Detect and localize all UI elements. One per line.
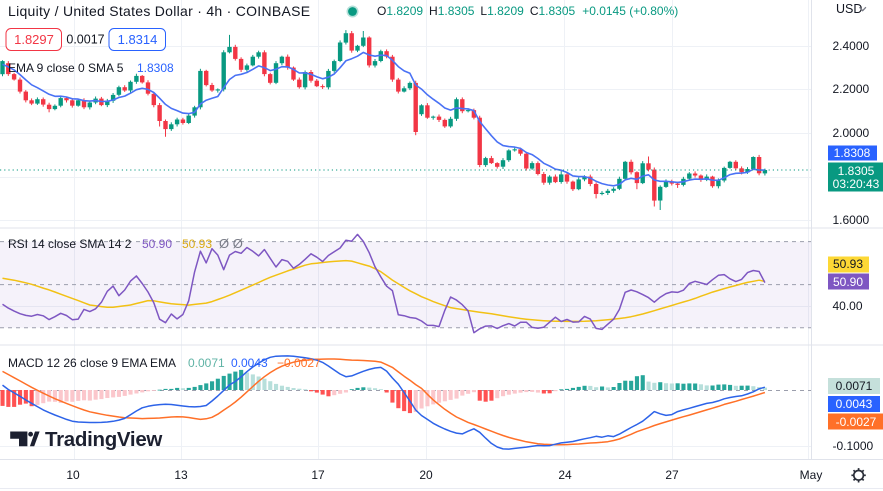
svg-text:24: 24	[558, 468, 572, 482]
svg-text:0.0043: 0.0043	[231, 356, 268, 370]
svg-text:1.8305: 1.8305	[838, 164, 875, 178]
svg-text:Ø Ø: Ø Ø	[219, 236, 243, 251]
svg-text:50.93: 50.93	[833, 257, 863, 271]
svg-text:MACD 12 26 close 9 EMA EMA: MACD 12 26 close 9 EMA EMA	[8, 356, 176, 370]
svg-text:USD: USD	[836, 2, 862, 16]
svg-text:1.6000: 1.6000	[833, 213, 870, 227]
svg-text:0.0071: 0.0071	[836, 379, 873, 393]
svg-text:17: 17	[311, 468, 325, 482]
svg-text:2.2000: 2.2000	[833, 82, 870, 96]
svg-text:2.0000: 2.0000	[833, 126, 870, 140]
svg-text:10: 10	[66, 468, 80, 482]
svg-text:−0.0027: −0.0027	[277, 356, 321, 370]
svg-text:20: 20	[419, 468, 433, 482]
svg-text:EMA 9 close 0 SMA 5: EMA 9 close 0 SMA 5	[8, 61, 124, 75]
svg-text:50.90: 50.90	[142, 237, 172, 251]
svg-text:Liquity / United States Dollar: Liquity / United States Dollar · 4h · CO…	[8, 3, 310, 19]
svg-text:1.8314: 1.8314	[118, 32, 158, 47]
svg-text:50.90: 50.90	[833, 275, 863, 289]
svg-text:-0.0027: -0.0027	[836, 415, 877, 429]
svg-text:0.0043: 0.0043	[836, 397, 873, 411]
svg-text:1.8297: 1.8297	[14, 32, 54, 47]
svg-text:May: May	[800, 468, 823, 482]
svg-text:-0.1000: -0.1000	[833, 439, 874, 453]
svg-text:2.4000: 2.4000	[833, 39, 870, 53]
svg-text:0.0071: 0.0071	[188, 356, 225, 370]
svg-text:RSI 14 close SMA 14 2: RSI 14 close SMA 14 2	[8, 237, 132, 251]
svg-text:40.00: 40.00	[833, 299, 863, 313]
svg-text:TradingView: TradingView	[45, 428, 162, 451]
svg-text:1.8308: 1.8308	[834, 146, 871, 160]
svg-text:0.0017: 0.0017	[66, 33, 104, 47]
svg-text:27: 27	[665, 468, 679, 482]
svg-text:50.93: 50.93	[182, 237, 212, 251]
svg-text:1.8308: 1.8308	[137, 61, 174, 75]
svg-text:03:20:43: 03:20:43	[833, 177, 880, 191]
svg-text:13: 13	[174, 468, 188, 482]
